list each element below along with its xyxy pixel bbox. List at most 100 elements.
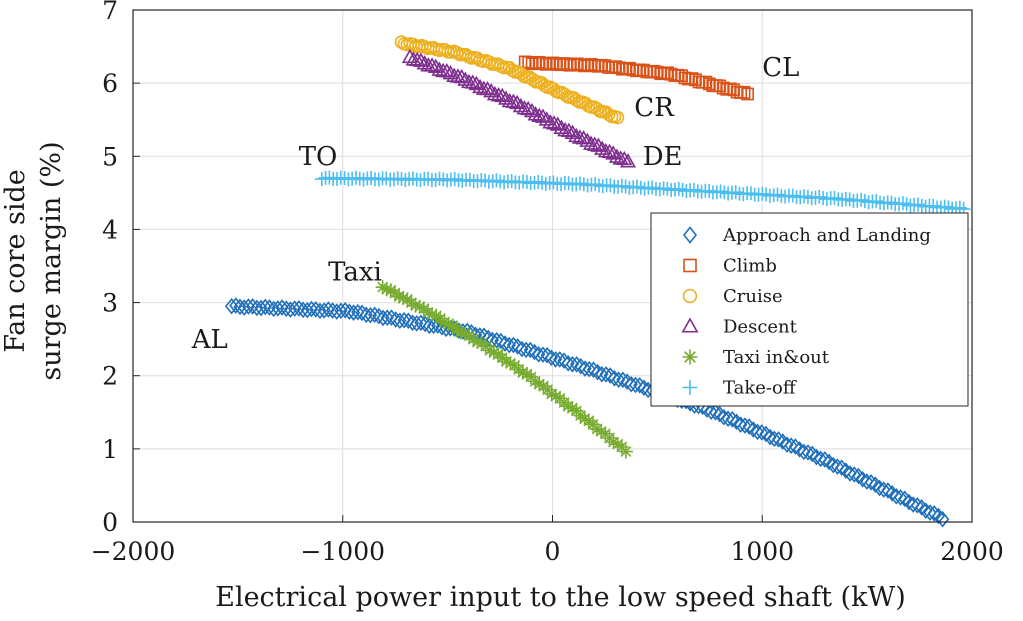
y-tick-label: 6 <box>102 69 118 98</box>
data-point-plus <box>728 185 743 200</box>
data-point-diamond <box>767 430 781 448</box>
data-point-circle <box>602 107 616 122</box>
data-point-diamond <box>241 298 256 315</box>
series-triangle <box>401 48 637 168</box>
data-point-diamond <box>578 360 592 377</box>
data-point-diamond <box>532 346 546 363</box>
data-point-asterisk <box>412 299 427 314</box>
legend-label: Taxi in&out <box>723 347 830 368</box>
data-point-triangle <box>438 62 455 78</box>
data-point-diamond <box>502 336 516 354</box>
tick-labels: −2000 −1000 0 1000 2000 0 1 2 3 4 5 6 7 <box>91 0 1004 566</box>
data-point-asterisk <box>383 283 398 298</box>
data-point-asterisk <box>515 365 530 380</box>
legend-marker-plus <box>682 380 698 395</box>
data-point-plus <box>489 173 504 188</box>
data-point-diamond <box>893 489 908 506</box>
data-point-triangle <box>583 135 600 150</box>
data-point-triangle <box>553 119 570 134</box>
data-point-diamond <box>591 363 605 381</box>
data-point-triangle <box>616 150 633 166</box>
data-point-plus <box>827 190 842 205</box>
data-point-triangle <box>527 106 544 121</box>
data-point-diamond <box>342 303 357 321</box>
data-point-diamond <box>813 450 828 468</box>
data-point-asterisk <box>470 334 485 349</box>
data-point-triangle <box>401 48 418 64</box>
data-point-diamond <box>384 309 399 326</box>
data-point-diamond <box>258 298 272 316</box>
data-point-diamond <box>864 474 878 491</box>
data-point-diamond <box>923 504 937 521</box>
data-point-diamond <box>595 365 609 383</box>
y-tick-label: 4 <box>102 215 118 244</box>
data-point-asterisk <box>606 435 621 450</box>
data-point-diamond <box>372 307 386 325</box>
data-point-diamond <box>734 416 748 433</box>
data-point-circle <box>450 45 464 60</box>
data-point-diamond <box>607 370 622 387</box>
data-point-diamond <box>847 466 861 483</box>
legend-marker-triangle <box>681 317 699 333</box>
data-point-diamond <box>262 299 277 316</box>
data-point-asterisk <box>429 308 444 323</box>
data-point-asterisk <box>618 444 633 459</box>
data-point-diamond <box>889 488 903 505</box>
data-point-diamond <box>431 317 445 334</box>
data-point-triangle <box>575 130 592 145</box>
data-point-diamond <box>628 376 643 394</box>
data-point-circle <box>569 93 584 108</box>
data-point-diamond <box>902 493 916 511</box>
data-point-triangle <box>546 115 563 130</box>
data-point-diamond <box>633 377 647 394</box>
data-point-plus <box>671 181 686 196</box>
data-point-triangle <box>605 145 622 160</box>
data-point-diamond <box>860 473 874 490</box>
data-point-diamond <box>746 421 760 438</box>
y-axis-label-line-1: Fan core side <box>0 169 31 353</box>
data-point-triangle <box>608 148 625 163</box>
data-point-asterisk <box>486 345 501 360</box>
data-point-triangle <box>431 61 448 76</box>
data-point-diamond <box>830 458 845 475</box>
data-point-asterisk <box>379 282 394 297</box>
data-point-triangle <box>586 136 603 151</box>
data-point-triangle <box>505 93 522 108</box>
data-point-diamond <box>906 496 920 513</box>
data-point-plus <box>911 197 926 212</box>
data-point-diamond <box>637 379 651 397</box>
data-point-diamond <box>229 297 243 314</box>
data-point-diamond <box>351 303 365 321</box>
data-point-diamond <box>548 351 563 368</box>
data-point-asterisk <box>561 399 576 414</box>
data-point-diamond <box>569 356 584 373</box>
data-point-diamond <box>355 304 369 322</box>
data-point-asterisk <box>482 343 497 358</box>
data-point-diamond <box>763 428 777 446</box>
series-square <box>518 55 754 101</box>
data-point-diamond <box>557 352 571 369</box>
data-point-plus <box>686 182 701 197</box>
y-tick-label: 2 <box>102 362 118 391</box>
data-point-diamond <box>271 300 285 317</box>
data-point-asterisk <box>404 295 419 310</box>
data-point-triangle <box>531 107 548 122</box>
y-tick-label: 5 <box>102 142 118 171</box>
legend-marker-square <box>683 258 697 273</box>
data-point-triangle <box>442 65 459 80</box>
data-point-triangle <box>497 90 515 105</box>
data-point-plus <box>629 179 644 194</box>
legend-label: Cruise <box>723 286 783 307</box>
data-point-diamond <box>245 298 260 315</box>
legend-marker-diamond <box>682 226 698 244</box>
data-point-asterisk <box>528 374 543 389</box>
y-axis-label-line-2: surge margin (%) <box>36 141 67 380</box>
data-point-diamond <box>801 444 815 461</box>
data-point-square <box>737 85 751 99</box>
data-point-diamond <box>843 465 857 482</box>
data-point-plus <box>573 176 588 191</box>
data-point-diamond <box>771 431 786 448</box>
data-point-asterisk <box>396 291 411 306</box>
data-point-asterisk <box>408 298 423 313</box>
